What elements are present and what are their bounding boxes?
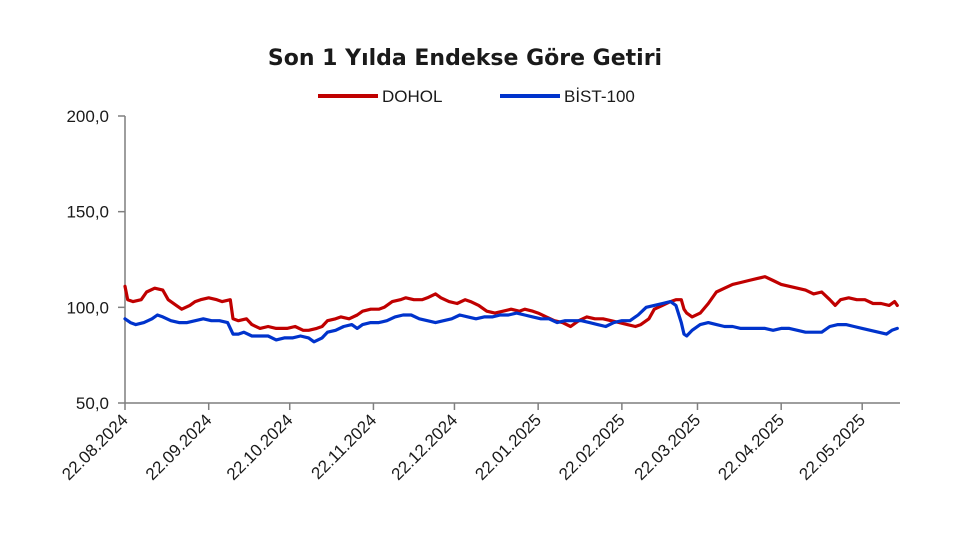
x-tick-label: 22.10.2024 [223, 410, 297, 484]
x-axis: 22.08.2024 22.09.2024 22.10.2024 22.11.2024… [58, 402, 900, 484]
series-line-dohol [123, 275, 899, 332]
series-layer [123, 275, 899, 344]
y-axis: 200,0 150,0 100,0 50,0 [66, 107, 126, 413]
x-tick-label: 22.12.2024 [388, 410, 462, 484]
x-tick-label: 22.05.2025 [795, 410, 869, 484]
x-tick-label: 22.04.2025 [714, 410, 788, 484]
x-tick-label: 22.11.2024 [308, 410, 381, 483]
y-tick-label: 150,0 [66, 203, 109, 222]
legend-label-bist100: BİST-100 [564, 87, 635, 106]
x-tick-label: 22.03.2025 [631, 410, 705, 484]
legend: DOHOL BİST-100 [318, 87, 635, 106]
x-tick-label: 22.08.2024 [58, 410, 132, 484]
y-tick-label: 100,0 [66, 298, 109, 317]
chart-title: Son 1 Yılda Endekse Göre Getiri [268, 46, 662, 71]
x-tick-label: 22.01.2025 [471, 410, 545, 484]
series-line-bist100 [123, 300, 899, 344]
x-tick-label: 22.02.2025 [555, 410, 629, 484]
x-tick-label: 22.09.2024 [142, 410, 216, 484]
y-tick-label: 50,0 [76, 394, 109, 413]
legend-label-dohol: DOHOL [382, 87, 442, 106]
y-tick-label: 200,0 [66, 107, 109, 126]
